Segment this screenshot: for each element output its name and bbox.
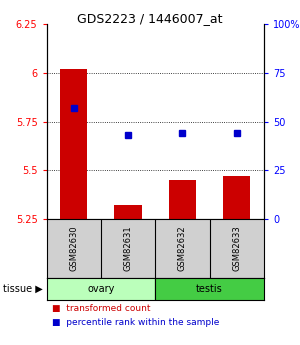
Bar	[115, 205, 142, 219]
Bar	[46, 278, 155, 300]
Bar	[60, 69, 87, 219]
Text: GSM82632: GSM82632	[178, 226, 187, 271]
Text: testis: testis	[196, 284, 223, 294]
Text: ■  percentile rank within the sample: ■ percentile rank within the sample	[52, 318, 220, 327]
Text: GSM82631: GSM82631	[124, 226, 133, 271]
Bar	[169, 180, 196, 219]
Text: GDS2223 / 1446007_at: GDS2223 / 1446007_at	[77, 12, 223, 25]
Bar	[223, 176, 250, 219]
Text: GSM82630: GSM82630	[69, 226, 78, 271]
Bar	[155, 278, 264, 300]
Text: ovary: ovary	[87, 284, 115, 294]
Text: ■  transformed count: ■ transformed count	[52, 304, 151, 313]
Text: tissue ▶: tissue ▶	[3, 284, 43, 294]
Text: GSM82633: GSM82633	[232, 226, 241, 271]
